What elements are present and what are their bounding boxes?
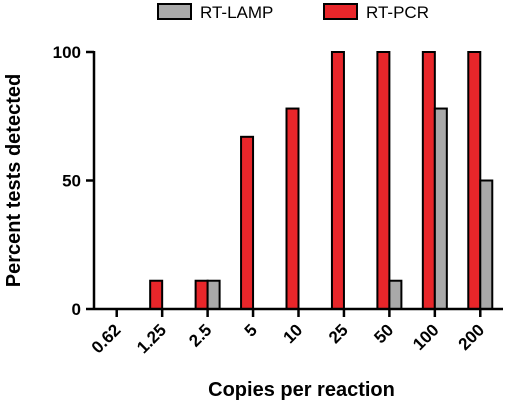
rt-pcr-bar <box>285 107 300 311</box>
rt-pcr-bar <box>330 51 345 310</box>
y-tick-label: 0 <box>72 300 81 319</box>
rt-pcr-bar <box>149 279 164 311</box>
x-tick-label: 1.25 <box>133 320 170 357</box>
rt-lamp-bar <box>206 279 221 311</box>
y-axis-title: Percent tests detected <box>3 74 25 287</box>
legend: RT-LAMP RT-PCR <box>157 3 429 22</box>
y-ticks: 0 50 100 <box>53 43 94 319</box>
x-tick-label: 100 <box>409 320 442 353</box>
x-tick-label: 25 <box>325 320 352 347</box>
legend-label-rt-pcr: RT-PCR <box>366 3 429 22</box>
legend-swatch-rt-pcr <box>323 3 358 20</box>
x-tick-label: 200 <box>455 320 488 353</box>
bars-group <box>149 51 494 311</box>
rt-pcr-bar <box>421 51 436 310</box>
x-tick-label: 5 <box>241 320 261 340</box>
x-tick-label: 50 <box>370 320 397 347</box>
x-axis-title: Copies per reaction <box>208 379 395 401</box>
rt-pcr-bar <box>467 51 482 310</box>
x-tick-label: 2.5 <box>185 320 215 350</box>
y-tick-label: 50 <box>62 172 81 191</box>
y-tick-label: 100 <box>53 43 81 62</box>
legend-swatch-rt-lamp <box>157 3 192 20</box>
rt-pcr-bar <box>194 279 209 311</box>
rt-lamp-bar <box>433 107 448 311</box>
x-ticks: 0.62 1.25 2.5 5 10 25 50 100 200 <box>88 309 488 357</box>
rt-pcr-bar <box>240 135 255 310</box>
x-tick-label: 0.62 <box>88 320 125 357</box>
rt-pcr-bar <box>376 51 391 310</box>
legend-label-rt-lamp: RT-LAMP <box>200 3 273 22</box>
x-tick-label: 10 <box>280 320 307 347</box>
rt-lamp-bar <box>479 179 494 310</box>
rt-lamp-bar <box>388 279 403 311</box>
